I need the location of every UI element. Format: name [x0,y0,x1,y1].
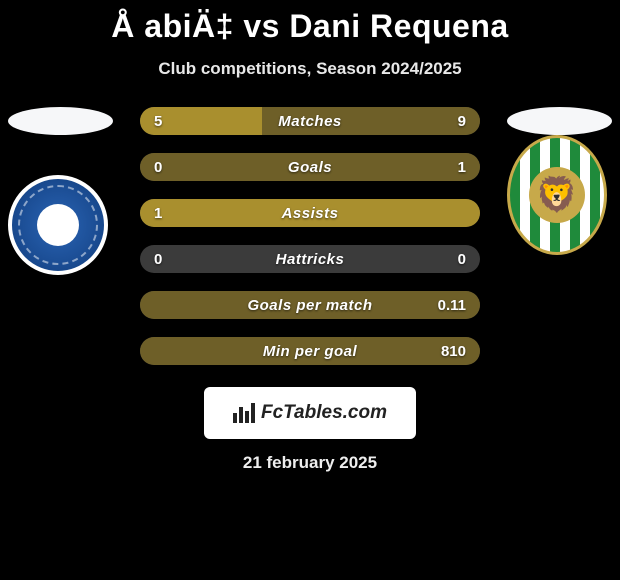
right-player-photo-placeholder [507,107,612,135]
left-club-crest [8,175,108,275]
stat-value-left: 0 [154,159,162,176]
comparison-date: 21 february 2025 [0,453,620,473]
brand-suffix: .com [343,402,387,423]
stat-value-left: 5 [154,113,162,130]
stat-value-right: 0 [458,251,466,268]
stat-row: Min per goal 810 [140,337,480,365]
stat-row: 1 Assists [140,199,480,227]
crest-ball-icon [37,204,79,246]
left-player-column [8,107,113,275]
stat-label: Matches [278,113,342,130]
stat-value-right: 810 [441,343,466,360]
comparison-area: 🦁 5 Matches 9 0 Goals 1 1 Assists 0 Hattricks 0 Goa… [0,107,620,365]
brand-logo: FcTables.com [204,387,416,439]
stat-row: Goals per match 0.11 [140,291,480,319]
stat-label: Min per goal [263,343,357,360]
stat-row: 0 Goals 1 [140,153,480,181]
stat-label: Goals per match [247,297,372,314]
stat-value-left: 0 [154,251,162,268]
stats-list: 5 Matches 9 0 Goals 1 1 Assists 0 Hattricks 0 Goals… [140,107,480,365]
stat-row: 0 Hattricks 0 [140,245,480,273]
brand-main: Tables [283,402,343,423]
brand-prefix: Fc [261,402,283,423]
lion-icon: 🦁 [529,167,585,223]
stat-row: 5 Matches 9 [140,107,480,135]
left-player-photo-placeholder [8,107,113,135]
stat-value-right: 0.11 [438,297,466,314]
page-subtitle: Club competitions, Season 2024/2025 [0,59,620,79]
stat-value-right: 9 [458,113,466,130]
right-player-column: 🦁 [507,107,612,255]
stat-label: Assists [282,205,339,222]
page-title: Å abiÄ‡ vs Dani Requena [0,0,620,45]
stat-value-right: 1 [458,159,466,176]
stat-label: Hattricks [276,251,345,268]
stat-value-left: 1 [154,205,162,222]
brand-bars-icon [233,403,255,423]
right-club-crest: 🦁 [507,135,607,255]
stat-label: Goals [288,159,332,176]
